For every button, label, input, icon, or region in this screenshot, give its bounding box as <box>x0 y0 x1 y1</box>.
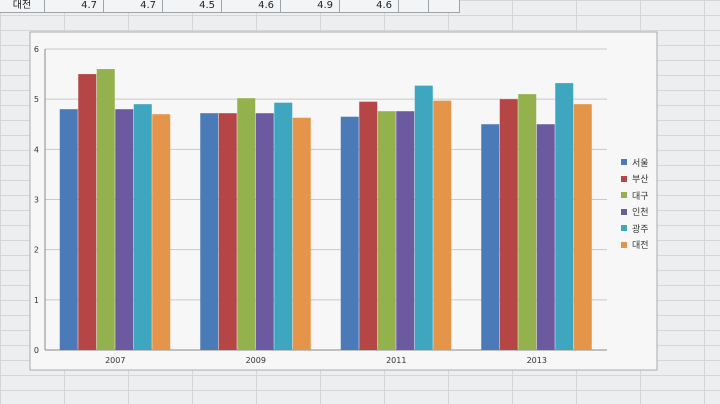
table-cell: 4.6 <box>222 0 281 12</box>
legend-item[interactable]: 광주 <box>621 220 649 237</box>
y-tick-label: 3 <box>34 196 39 205</box>
bar[interactable] <box>499 99 518 351</box>
legend-label: 대구 <box>632 191 649 202</box>
x-tick-label: 2009 <box>246 356 266 365</box>
data-table-strip: 대전 4.7 4.7 4.5 4.6 4.9 4.6 <box>0 0 460 13</box>
bar[interactable] <box>433 100 452 351</box>
bar[interactable] <box>292 117 311 350</box>
bar[interactable] <box>573 104 592 350</box>
x-tick-label: 2007 <box>105 356 125 365</box>
bar[interactable] <box>555 83 574 350</box>
bar[interactable] <box>59 109 78 350</box>
legend-item[interactable]: 부산 <box>621 171 649 188</box>
legend-item[interactable]: 대전 <box>621 237 649 254</box>
legend-label: 서울 <box>632 158 649 169</box>
bar[interactable] <box>133 104 152 350</box>
legend-swatch <box>621 225 627 232</box>
legend-label: 인천 <box>632 208 649 219</box>
bar[interactable] <box>481 124 500 350</box>
x-tick-label: 2013 <box>527 356 547 365</box>
y-tick-label: 2 <box>34 246 39 255</box>
legend-swatch <box>621 241 627 248</box>
bar[interactable] <box>200 113 219 350</box>
y-tick-label: 5 <box>34 95 39 104</box>
bar[interactable] <box>115 109 134 350</box>
y-tick-label: 6 <box>34 45 39 54</box>
x-tick-label: 2011 <box>386 356 406 365</box>
legend-label: 광주 <box>632 224 649 235</box>
table-cell: 4.7 <box>45 0 104 12</box>
legend-label: 대전 <box>632 241 649 252</box>
legend-swatch <box>621 208 627 215</box>
legend-swatch <box>621 159 627 166</box>
bar[interactable] <box>218 113 237 350</box>
legend-item[interactable]: 대구 <box>621 187 649 204</box>
legend-swatch <box>621 175 627 182</box>
legend-label: 부산 <box>632 175 649 186</box>
bar[interactable] <box>78 74 97 350</box>
y-tick-label: 0 <box>34 346 39 355</box>
y-tick-label: 1 <box>34 296 39 305</box>
table-cell <box>399 0 429 12</box>
bar[interactable] <box>359 101 378 350</box>
table-cell: 4.6 <box>340 0 399 12</box>
table-cell: 대전 <box>0 0 45 12</box>
bar[interactable] <box>274 102 293 350</box>
table-cell <box>429 0 460 12</box>
legend-item[interactable]: 인천 <box>621 204 649 221</box>
bar[interactable] <box>377 111 396 350</box>
bar[interactable] <box>396 111 415 350</box>
bar[interactable] <box>414 85 433 350</box>
bar[interactable] <box>237 98 256 350</box>
bar[interactable] <box>518 94 537 351</box>
bar[interactable] <box>340 116 359 350</box>
bar[interactable] <box>152 114 171 350</box>
table-cell: 4.7 <box>104 0 163 12</box>
legend-swatch <box>621 192 627 199</box>
table-cell: 4.9 <box>281 0 340 12</box>
bar[interactable] <box>536 124 555 350</box>
bar[interactable] <box>96 69 115 351</box>
table-cell: 4.5 <box>163 0 222 12</box>
bar[interactable] <box>255 113 274 350</box>
y-tick-label: 4 <box>34 145 39 154</box>
legend-item[interactable]: 서울 <box>621 154 649 171</box>
